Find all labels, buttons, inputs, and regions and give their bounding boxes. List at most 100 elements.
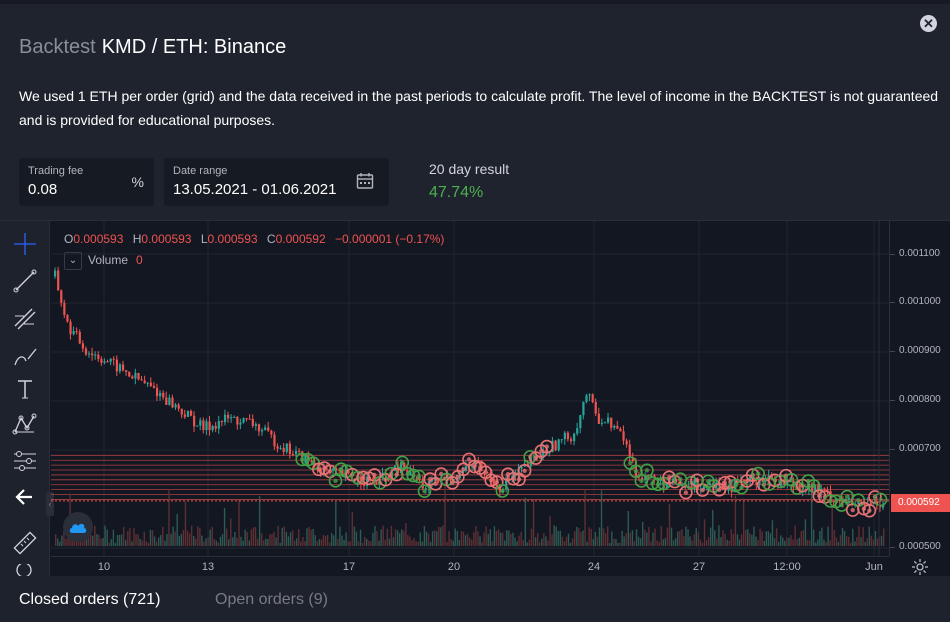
volume-bar (386, 528, 389, 546)
brush-tool[interactable] (10, 341, 40, 371)
candle-body (471, 465, 474, 467)
candle-body (647, 477, 650, 479)
pattern-tool[interactable] (10, 410, 40, 440)
toolbar-collapse-handle[interactable]: ‹ (46, 492, 54, 516)
candle-body (254, 424, 258, 426)
candle-body (60, 290, 63, 303)
volume-bar (689, 536, 691, 546)
volume-bar (456, 530, 459, 546)
low-value: 0.000593 (207, 232, 258, 246)
page-title: Backtest KMD / ETH: Binance (19, 36, 286, 59)
time-axis[interactable]: 10 13 17 20 24 27 12:00 Jun (51, 556, 889, 577)
price-axis[interactable]: 0.001100 0.001000 0.000900 0.000800 0.00… (889, 221, 950, 556)
volume-bar (209, 529, 211, 546)
volume-bar (339, 526, 341, 546)
candle-body (823, 488, 826, 490)
volume-bar (337, 538, 339, 546)
volume-bar (147, 542, 150, 546)
volume-bar (195, 538, 197, 546)
candle-body (276, 446, 279, 449)
volume-bar (394, 529, 397, 546)
candle-body (78, 331, 81, 344)
trading-fee-field[interactable]: Trading fee 0.08 % (19, 158, 154, 206)
volume-bar (547, 540, 549, 546)
order-marker-dot (327, 469, 333, 474)
fib-tool[interactable] (10, 304, 40, 334)
volume-bar (57, 538, 59, 546)
volume-bar (506, 530, 508, 546)
tab-closed-orders[interactable]: Closed orders (721) (19, 591, 161, 608)
price-chart[interactable] (51, 221, 889, 556)
pattern-icon (12, 413, 37, 435)
candle-body (607, 417, 610, 423)
price-tick: 0.001100 (890, 248, 940, 259)
close-button[interactable]: ✕ (920, 15, 937, 32)
tradingview-logo[interactable] (63, 512, 93, 542)
trading-fee-value[interactable]: 0.08 (28, 181, 58, 198)
volume-bar (302, 537, 304, 546)
candle-body (180, 408, 183, 415)
tab-open-orders[interactable]: Open orders (9) (215, 591, 328, 608)
volume-bar (160, 535, 162, 546)
volume-bar (660, 526, 662, 546)
volume-bar (831, 504, 833, 546)
volume-bar (609, 542, 611, 546)
date-range-field[interactable]: Date range 13.05.2021 - 01.06.2021 (164, 158, 389, 206)
chart-container[interactable]: ‹ O0.000593 H0.000593 L0.000593 C0.00059… (0, 220, 950, 577)
candle-body (87, 353, 91, 355)
chevron-down-icon: ⌄ (68, 255, 78, 266)
order-marker-dot (422, 489, 427, 494)
volume-bar (613, 538, 615, 546)
prediction-tool[interactable] (10, 446, 40, 476)
settings-gear-icon[interactable] (911, 558, 929, 576)
order-marker-dot (433, 481, 438, 486)
volume-bar (639, 538, 642, 546)
crosshair-tool[interactable] (10, 229, 40, 259)
date-range-label: Date range (173, 165, 228, 177)
volume-bar (256, 538, 259, 546)
volume-bar (806, 539, 809, 546)
volume-bar (872, 539, 875, 546)
legend-collapse-button[interactable]: ⌄ (64, 252, 82, 270)
sell-order-marker (517, 464, 532, 478)
volume-bar (594, 532, 597, 546)
volume-bar (186, 530, 189, 546)
volume-bar (446, 541, 448, 546)
order-marker-dot (416, 474, 422, 479)
candle-body (644, 477, 647, 480)
volume-bar (250, 529, 253, 546)
volume-bar (96, 534, 98, 546)
volume-bar (308, 526, 310, 546)
candle-body (118, 364, 122, 372)
volume-bar (188, 533, 191, 546)
text-tool[interactable] (10, 374, 40, 404)
volume-bar (265, 538, 267, 546)
volume-bar (221, 534, 224, 546)
volume-bar (63, 531, 65, 546)
calendar-icon[interactable] (356, 172, 374, 190)
volume-bar (314, 535, 316, 546)
candle-body (261, 430, 264, 432)
candle-body (84, 348, 88, 355)
candle-body (149, 382, 152, 386)
buy-order-marker (873, 492, 888, 507)
volume-bar (720, 537, 722, 546)
date-range-value[interactable]: 13.05.2021 - 01.06.2021 (173, 181, 337, 198)
volume-bar (98, 534, 100, 546)
volume-bar (561, 536, 564, 546)
candle-body (563, 432, 566, 440)
candle-body (75, 331, 78, 333)
volume-bar (761, 531, 763, 546)
ruler-tool[interactable] (10, 528, 40, 558)
volume-bar (335, 501, 337, 546)
volume-bar (576, 526, 578, 546)
back-tool[interactable] (10, 482, 40, 512)
volume-bar (664, 538, 667, 546)
trend-line-tool[interactable] (10, 266, 40, 296)
volume-bar (808, 540, 811, 546)
candle-body (155, 387, 159, 397)
candle-body (708, 483, 712, 485)
volume-bar (450, 539, 452, 546)
volume-bar (207, 537, 209, 546)
result-label: 20 day result (429, 161, 510, 177)
